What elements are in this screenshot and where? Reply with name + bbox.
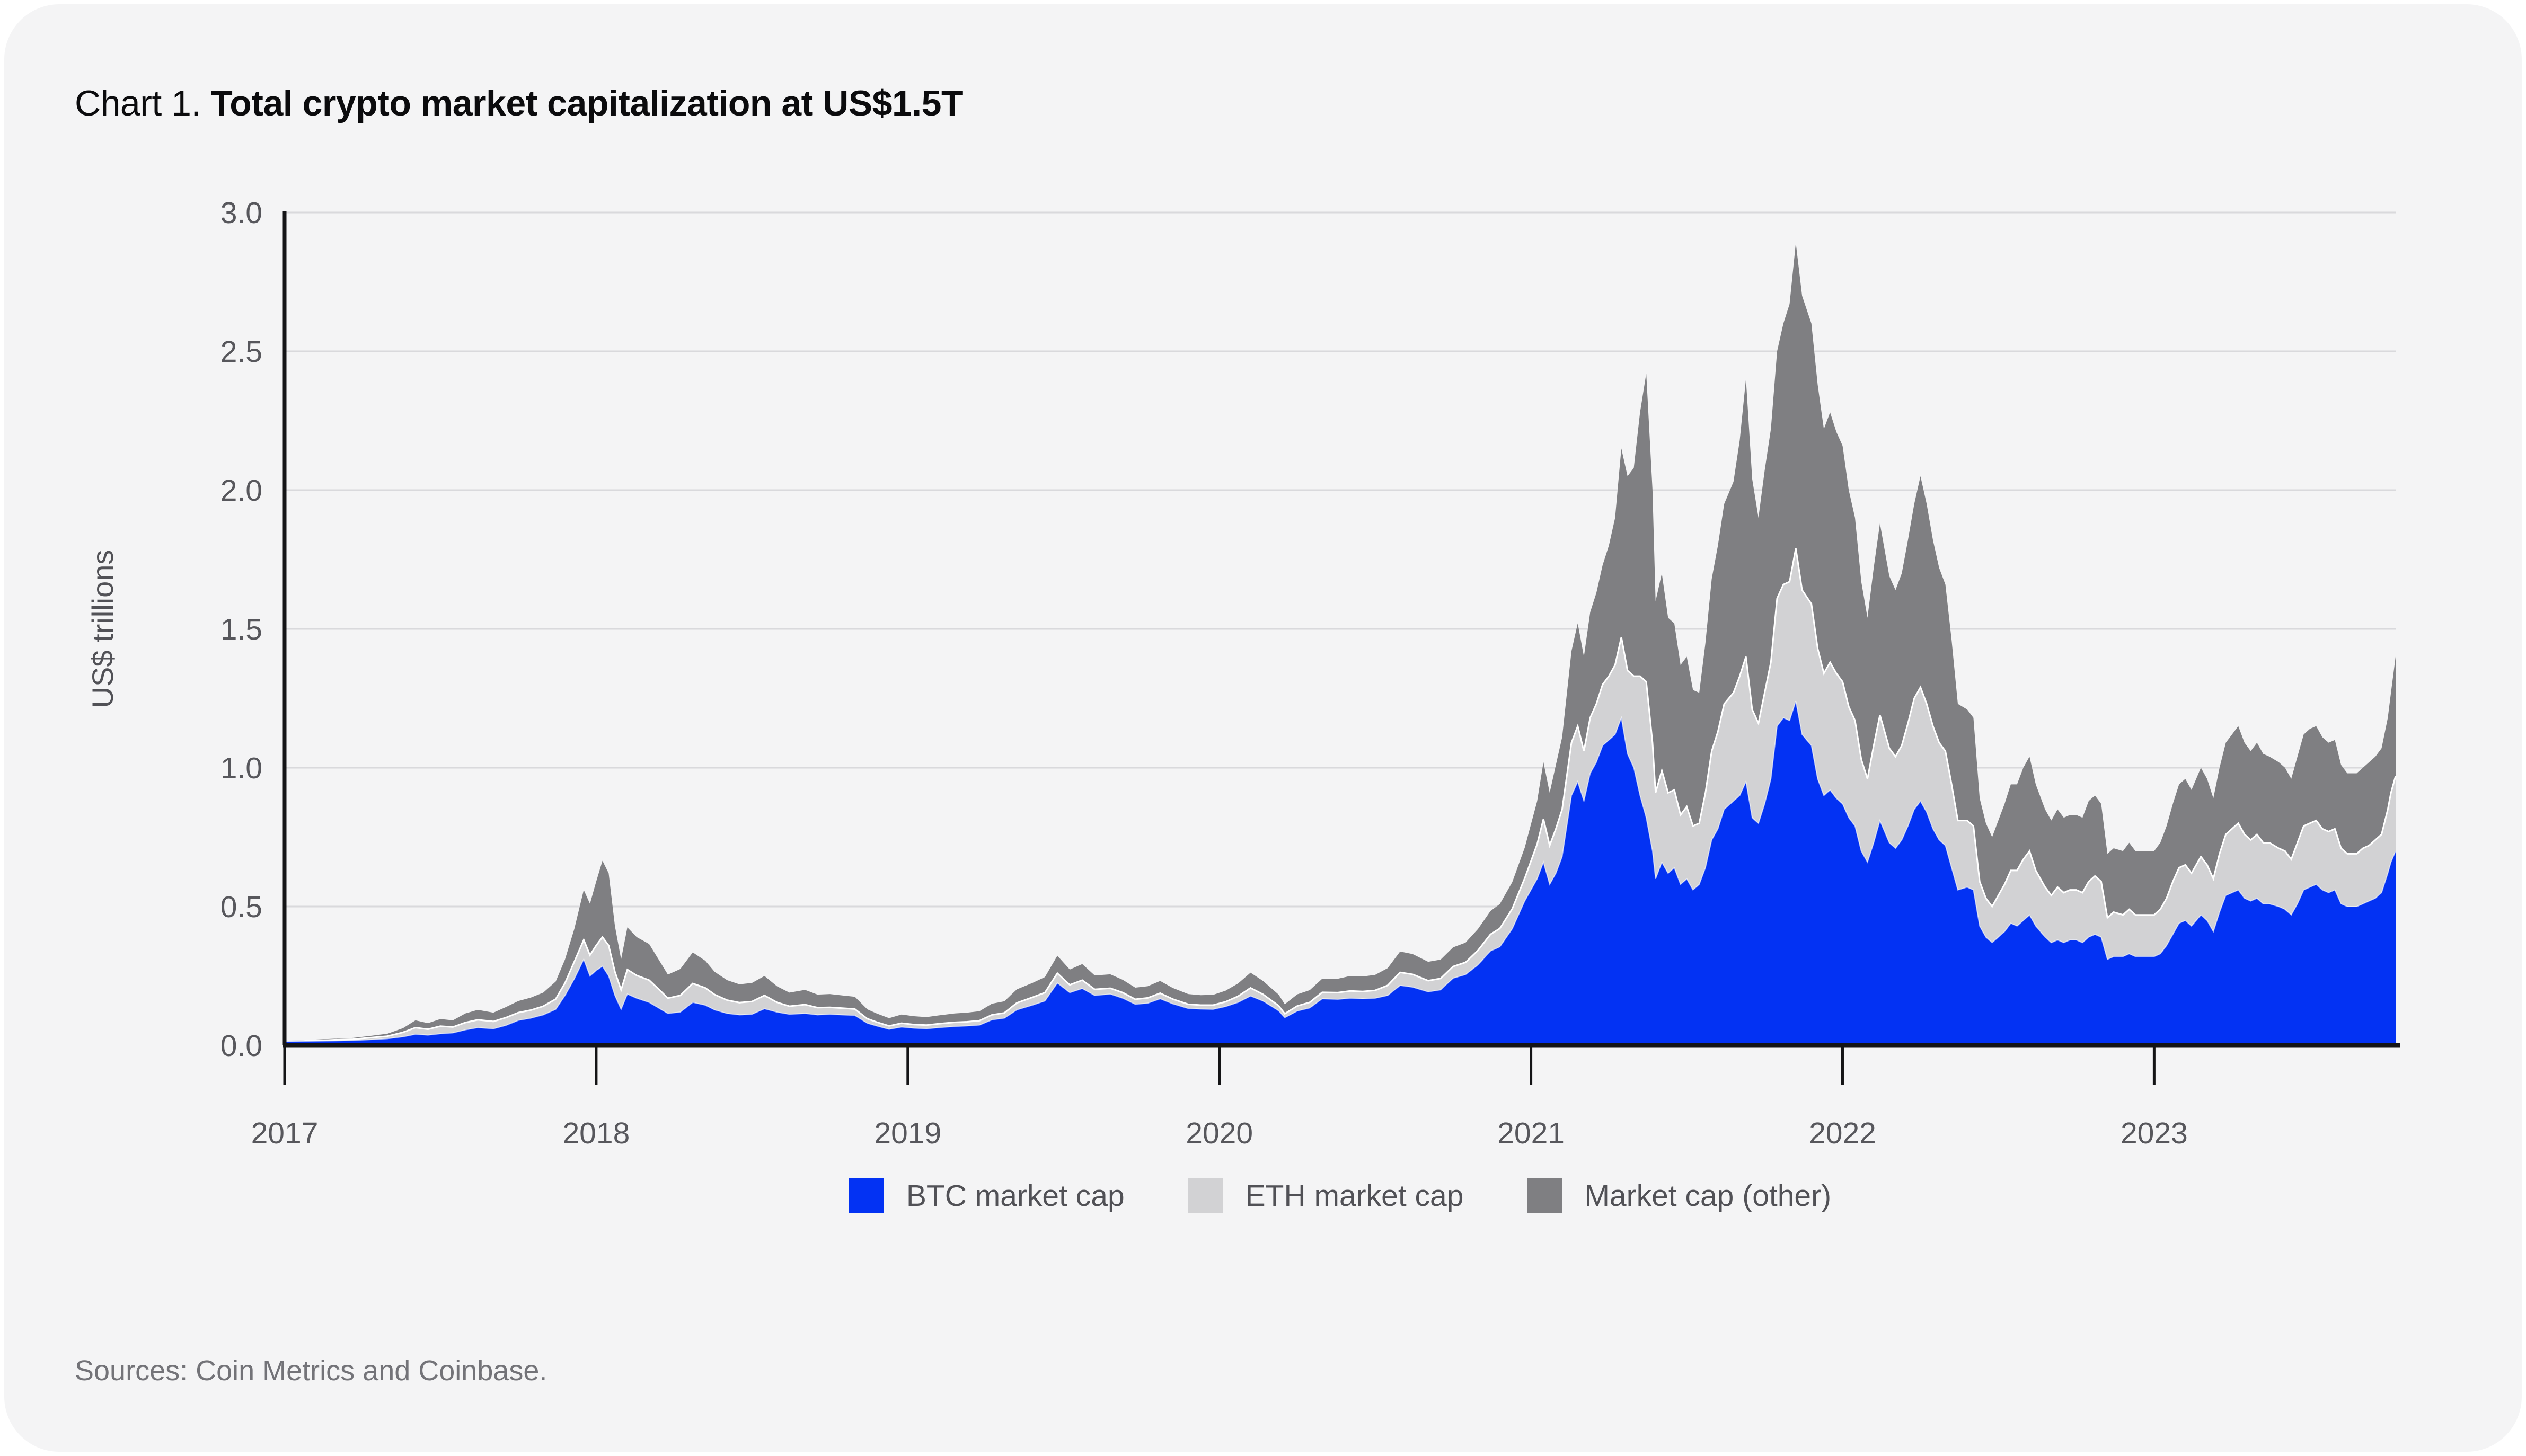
x-tick-label-2019: 2019 [874, 1116, 941, 1150]
y-tick-label-0.5: 0.5 [220, 890, 262, 924]
x-tick-label-2017: 2017 [251, 1116, 319, 1150]
legend-item-btc: BTC market cap [849, 1178, 1125, 1213]
legend-item-other: Market cap (other) [1527, 1178, 1831, 1213]
legend-label-eth: ETH market cap [1245, 1179, 1464, 1213]
y-tick-label-3.0: 3.0 [220, 196, 262, 230]
x-tick-label-2022: 2022 [1809, 1116, 1876, 1150]
btc-swatch-icon [849, 1178, 884, 1213]
y-tick-label-2.0: 2.0 [220, 474, 262, 508]
y-tick-label-2.5: 2.5 [220, 335, 262, 369]
chart-title-text: Total crypto market capitalization at US… [210, 83, 964, 123]
x-tick-label-2023: 2023 [2121, 1116, 2188, 1150]
eth-swatch-icon [1188, 1178, 1223, 1213]
x-tick-label-2020: 2020 [1186, 1116, 1253, 1150]
other-swatch-icon [1527, 1178, 1562, 1213]
y-axis-title: US$ trillions [86, 550, 119, 708]
x-tick-label-2021: 2021 [1497, 1116, 1565, 1150]
y-tick-label-1.5: 1.5 [220, 612, 262, 646]
stacked-area-plot: 0.0 0.5 1.0 1.5 2.0 2.5 3.0 2017 2018 2019 2020 202… [86, 196, 2400, 1150]
sources-note: Sources: Coin Metrics and Coinbase. [75, 1355, 547, 1387]
legend-label-other: Market cap (other) [1584, 1179, 1832, 1213]
btc-top-separator [284, 700, 2396, 1042]
chart-legend: BTC market cap ETH market cap Market cap… [285, 1178, 2396, 1213]
area-btc [285, 701, 2396, 1045]
chart-number-label: Chart 1. [75, 83, 211, 123]
page-title: Chart 1. Total crypto market capitalizat… [75, 83, 964, 124]
legend-item-eth: ETH market cap [1188, 1178, 1464, 1213]
legend-label-btc: BTC market cap [906, 1179, 1125, 1213]
x-tick-label-2018: 2018 [562, 1116, 630, 1150]
eth-top-separator [284, 548, 2397, 1042]
chart-card: Chart 1. Total crypto market capitalizat… [4, 4, 2522, 1452]
y-tick-label-0.0: 0.0 [220, 1029, 262, 1063]
y-tick-label-1.0: 1.0 [220, 751, 262, 785]
